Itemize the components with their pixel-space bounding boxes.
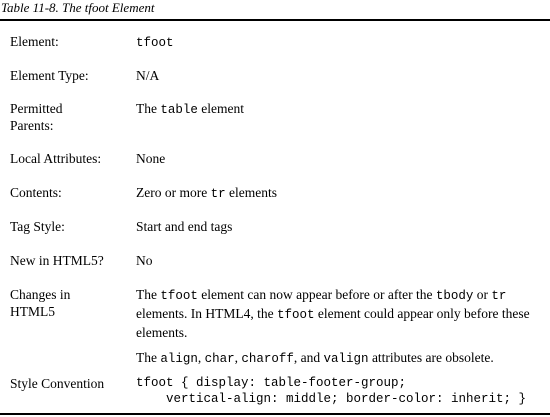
value-text-post: elements (225, 185, 277, 200)
row-value: tfoot { display: table-footer-group; ver… (136, 375, 546, 407)
code-charoff: charoff (241, 352, 294, 366)
value-text-pre: The (136, 101, 161, 116)
changes-paragraph-1: The tfoot element can now appear before … (136, 286, 546, 341)
text: element can now appear before or after t… (197, 287, 436, 302)
code-table: table (160, 103, 198, 117)
row-label: Element Type: (10, 68, 89, 83)
row-label: Changes in HTML5 (10, 287, 71, 319)
text: element could appear only before these e… (136, 306, 530, 340)
row-label: Permitted Parents: (10, 101, 63, 133)
text: , and (293, 350, 324, 365)
row-value: Start and end tags (136, 219, 233, 234)
style-code-line-2: vertical-align: middle; border-color: in… (136, 392, 527, 406)
row-value: tfoot (136, 33, 546, 52)
row-value: N/A (136, 68, 160, 83)
row-value: No (136, 253, 153, 268)
code-tbody: tbody (435, 289, 474, 303)
row-value: Zero or more tr elements (136, 184, 546, 203)
code-tfoot: tfoot (276, 308, 315, 322)
text: , (197, 350, 205, 365)
table-caption: Table 11-8. The tfoot Element (1, 0, 155, 15)
row-label: Tag Style: (10, 219, 65, 234)
code-tfoot: tfoot (160, 289, 198, 303)
row-label: New in HTML5? (10, 253, 104, 268)
style-code-line-1: tfoot { display: table-footer-group; (136, 376, 407, 390)
changes-paragraph-2: The align, char, charoff, and valign att… (136, 349, 546, 368)
text: or (473, 287, 492, 302)
text: , (234, 350, 242, 365)
row-value: None (136, 151, 166, 166)
code-align: align (160, 352, 198, 366)
text: elements. In HTML4, the (136, 306, 277, 321)
code-tfoot: tfoot (136, 36, 174, 50)
bottom-rule (0, 413, 550, 415)
code-char: char (204, 352, 235, 366)
row-label: Style Convention (10, 376, 105, 391)
code-tr: tr (210, 187, 226, 201)
value-text-pre: Zero or more (136, 185, 211, 200)
value-text-post: element (197, 101, 244, 116)
row-label: Local Attributes: (10, 151, 102, 166)
text: The (136, 287, 161, 302)
code-valign: valign (323, 352, 369, 366)
text: attributes are obsolete. (368, 350, 494, 365)
text: The (136, 350, 161, 365)
row-value: The tfoot element can now appear before … (136, 286, 546, 368)
top-rule (0, 19, 550, 21)
row-label: Element: (10, 34, 59, 49)
row-value: The table element (136, 100, 546, 119)
row-label: Contents: (10, 185, 62, 200)
code-tr: tr (491, 289, 507, 303)
